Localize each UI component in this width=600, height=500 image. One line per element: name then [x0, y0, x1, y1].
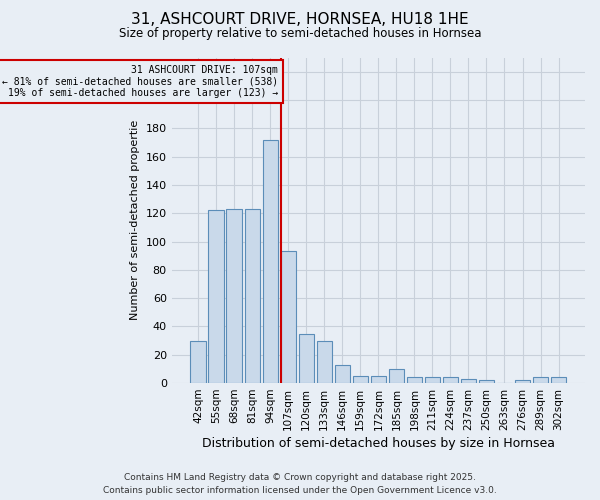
Bar — [389, 369, 404, 383]
Bar — [263, 140, 278, 383]
Text: Contains HM Land Registry data © Crown copyright and database right 2025.
Contai: Contains HM Land Registry data © Crown c… — [103, 474, 497, 495]
Bar — [533, 378, 548, 383]
Bar — [299, 334, 314, 383]
Bar — [371, 376, 386, 383]
Text: 31, ASHCOURT DRIVE, HORNSEA, HU18 1HE: 31, ASHCOURT DRIVE, HORNSEA, HU18 1HE — [131, 12, 469, 28]
Y-axis label: Number of semi-detached propertie: Number of semi-detached propertie — [130, 120, 140, 320]
Text: 31 ASHCOURT DRIVE: 107sqm
← 81% of semi-detached houses are smaller (538)
19% of: 31 ASHCOURT DRIVE: 107sqm ← 81% of semi-… — [2, 64, 278, 98]
Bar — [245, 209, 260, 383]
Bar — [353, 376, 368, 383]
Bar — [317, 340, 332, 383]
Bar — [208, 210, 224, 383]
Bar — [443, 378, 458, 383]
Bar — [461, 379, 476, 383]
Bar — [479, 380, 494, 383]
Bar — [551, 378, 566, 383]
Bar — [281, 252, 296, 383]
Bar — [190, 340, 206, 383]
Bar — [515, 380, 530, 383]
Bar — [425, 378, 440, 383]
Bar — [407, 378, 422, 383]
X-axis label: Distribution of semi-detached houses by size in Hornsea: Distribution of semi-detached houses by … — [202, 437, 555, 450]
Bar — [226, 209, 242, 383]
Text: Size of property relative to semi-detached houses in Hornsea: Size of property relative to semi-detach… — [119, 28, 481, 40]
Bar — [335, 364, 350, 383]
